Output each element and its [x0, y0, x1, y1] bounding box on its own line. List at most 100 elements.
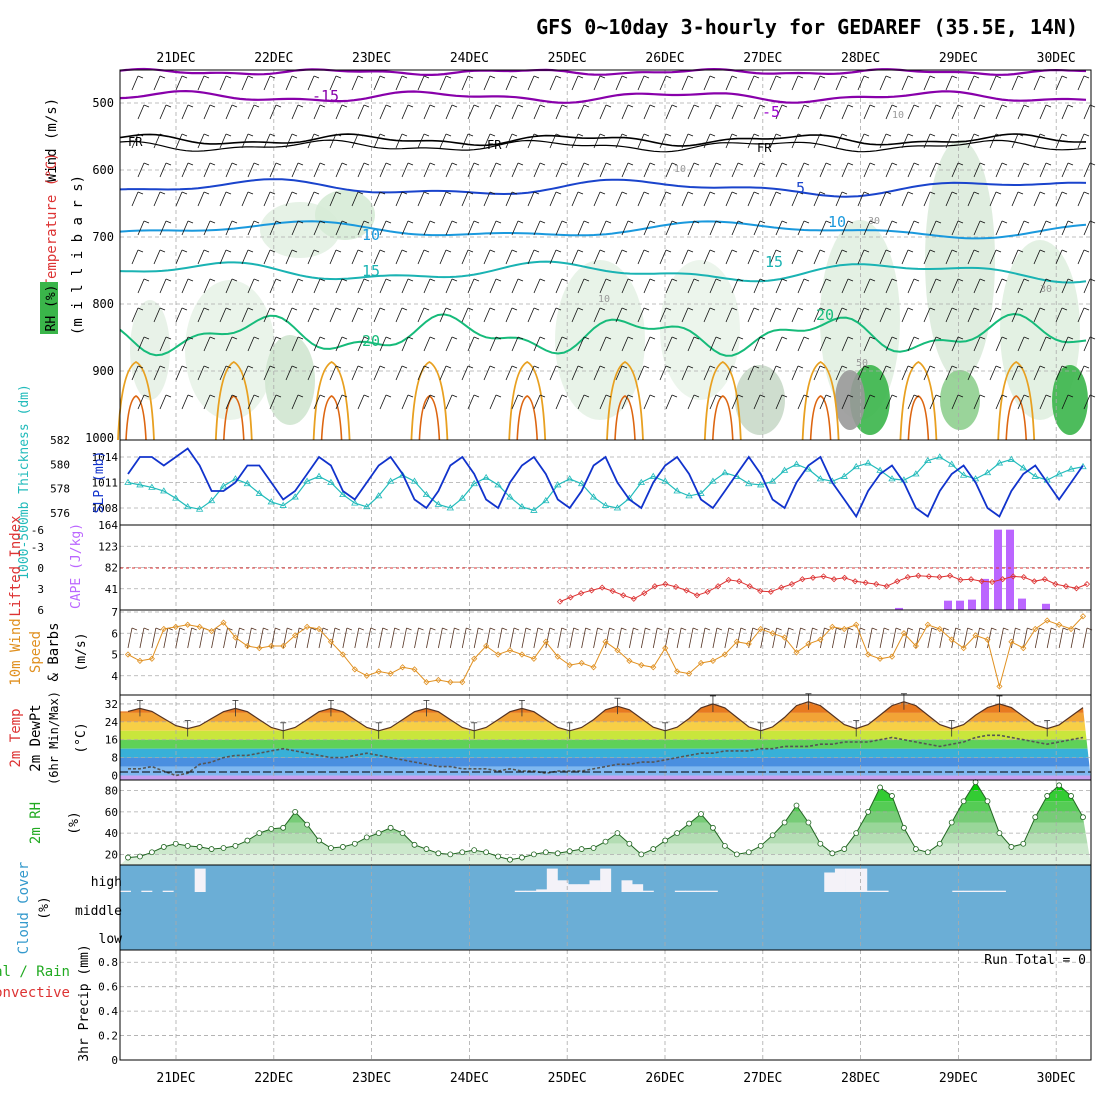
wind-barb-flag — [253, 278, 260, 282]
li-marker — [736, 578, 743, 585]
wind-marker — [387, 670, 394, 677]
rh-marker — [471, 847, 478, 854]
wind-barb — [775, 394, 783, 410]
wind-barb-flag — [951, 133, 958, 137]
surface-barb — [414, 627, 419, 649]
surface-barb-flag — [919, 627, 926, 631]
wind-marker — [471, 655, 478, 662]
wind-barb — [203, 220, 211, 236]
wind-barb-flag — [753, 365, 760, 369]
t2-ylabel-unit: (°C) — [74, 722, 89, 753]
rh-band — [120, 854, 1091, 865]
wind-barb-flag — [957, 394, 964, 398]
wind-barb — [1061, 104, 1069, 120]
surface-barb-flag — [466, 627, 472, 631]
wind-marker — [829, 623, 836, 630]
wind-marker — [876, 655, 884, 662]
li-marker — [788, 581, 795, 588]
wind-barb — [241, 191, 249, 207]
thickness-marker — [852, 462, 860, 470]
wind-marker — [1008, 638, 1015, 645]
wind-barb-flag — [363, 336, 370, 340]
li-marker — [1041, 576, 1048, 583]
li-marker — [1073, 585, 1080, 592]
wind-barb — [159, 278, 167, 294]
wind-barb — [863, 162, 871, 178]
thickness-marker — [721, 469, 729, 476]
wind-barb — [725, 133, 733, 149]
wind-barb-flag — [335, 307, 342, 311]
wind-barb — [791, 365, 799, 381]
surface-barb-flag — [131, 627, 138, 631]
wind-barb-flag — [935, 104, 942, 108]
wind-barb — [555, 278, 563, 294]
wind-barb-flag — [627, 104, 634, 108]
wind-barb — [857, 365, 865, 381]
wind-barb-flag — [907, 75, 914, 79]
wind-barb — [577, 162, 585, 178]
wind-barb-flag — [1067, 104, 1074, 108]
wind-barb-flag — [995, 307, 1002, 311]
wind-barb-flag — [687, 307, 694, 311]
wind-barb-flag — [797, 75, 804, 79]
wind-barb-flag — [643, 249, 650, 253]
wind-barb — [797, 394, 805, 410]
wind-barb-flag — [973, 133, 980, 137]
surface-barb — [843, 627, 849, 649]
wind-barb-flag — [621, 133, 628, 137]
wind-barb-flag — [429, 162, 436, 166]
wind-barb — [687, 104, 695, 120]
wind-barb-flag — [511, 191, 518, 195]
wind-barb — [951, 336, 959, 352]
wind-barb — [1017, 394, 1025, 410]
bottom-date-label: 25DEC — [548, 1071, 587, 1086]
wind-barb-flag — [231, 104, 238, 108]
wind-barb — [901, 133, 909, 149]
wind-barb — [819, 336, 827, 352]
run-total: Run Total = 0 — [984, 953, 1086, 968]
wind-barb-flag — [533, 75, 540, 79]
rh-marker — [901, 824, 907, 831]
cape-bar — [994, 529, 1002, 610]
cape-tick: 82 — [105, 562, 118, 575]
wind-barb — [923, 133, 931, 149]
wind-barb-flag — [539, 220, 546, 224]
thickness-marker — [577, 479, 586, 487]
wind-barb-flag — [841, 307, 848, 311]
thickness-tick: 578 — [50, 483, 70, 496]
wind-barb-flag — [775, 249, 782, 253]
wind-barb — [401, 336, 409, 352]
contour-warm — [508, 360, 547, 441]
wind-barb-flag — [1017, 307, 1024, 311]
wind-barb — [709, 278, 717, 294]
wind-barb — [841, 162, 849, 178]
label-fr-2: FR — [487, 138, 502, 152]
wind-barb — [423, 104, 431, 120]
wind-barb — [181, 336, 189, 352]
wind-barb-flag — [143, 162, 150, 166]
wind-barb-flag — [1001, 278, 1008, 282]
wind-barb — [335, 336, 343, 352]
wind-barb-flag — [539, 336, 546, 340]
cloud-panel: high middle low Cloud Cover (%) — [16, 862, 1092, 954]
wind-barb-flag — [913, 104, 920, 108]
wind-barb-flag — [583, 336, 590, 340]
thickness-tick: 582 — [50, 434, 70, 447]
cape-bar — [1006, 529, 1014, 610]
thickness-marker — [912, 470, 920, 477]
wind-barb-flag — [137, 75, 144, 79]
label-15-a: 15 — [362, 262, 380, 280]
rh-tick: 60 — [105, 806, 118, 819]
wind-barb-flag — [539, 394, 546, 398]
wind-barb — [225, 162, 233, 178]
top-date-label: 23DEC — [352, 51, 391, 66]
wind-barb — [621, 104, 629, 120]
precip-ylabel-3: 3hr Precip (mm) — [77, 944, 92, 1061]
wind-barb — [417, 75, 425, 91]
wind-barb — [423, 278, 431, 294]
wind-barb — [879, 75, 887, 91]
wind-barb-flag — [627, 162, 634, 166]
surface-barb-flag — [179, 627, 185, 631]
wind-barb-flag — [797, 133, 804, 137]
wind-barb — [797, 336, 805, 352]
